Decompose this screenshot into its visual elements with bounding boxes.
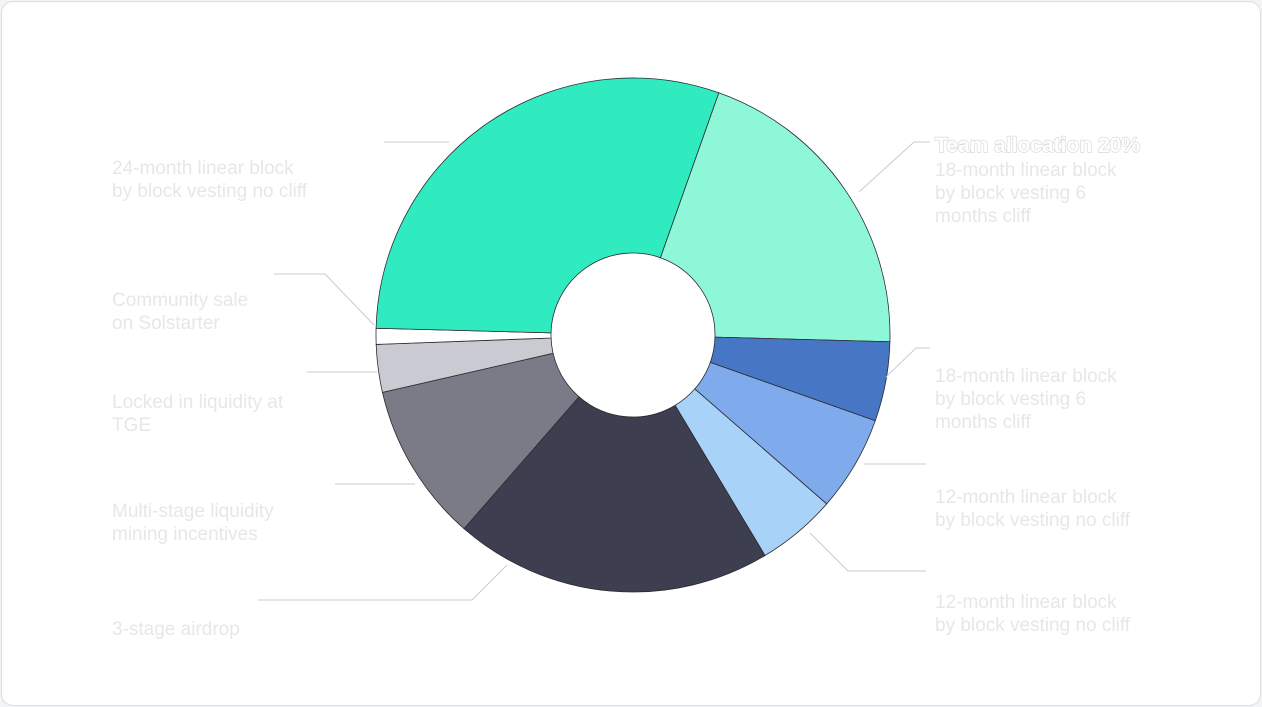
slice-label-line: Locked in liquidity at	[112, 392, 284, 413]
slice-label-line: 24-month linear block	[112, 158, 294, 179]
slice-label-line: by block vesting 6	[935, 389, 1086, 410]
slice-label-line: by block vesting no cliff	[112, 181, 308, 202]
slice-label-line: Community sale	[112, 290, 248, 311]
leader-line-1	[858, 141, 930, 193]
donut-slice-5	[463, 396, 766, 593]
leader-line-2	[885, 347, 930, 378]
leader-line-5	[258, 564, 508, 601]
leader-line-8	[274, 273, 375, 326]
slice-label-line: 18-month linear block	[935, 366, 1117, 387]
slice-label-heading: Team allocation 20%	[935, 134, 1140, 157]
donut-slice-1	[659, 92, 891, 343]
slice-label-line: months cliff	[935, 206, 1031, 227]
slice-label-line: 18-month linear block	[935, 160, 1117, 181]
donut-slice-6	[382, 352, 580, 530]
donut-slice-9	[375, 77, 720, 334]
slice-label-line: 12-month linear block	[935, 487, 1117, 508]
slice-label-line: mining incentives	[112, 524, 258, 545]
slice-label-line: TGE	[112, 415, 151, 436]
slice-label-line: Multi-stage liquidity	[112, 501, 274, 522]
slice-label-line: months cliff	[935, 412, 1031, 433]
slice-label-line: by block vesting no cliff	[935, 510, 1131, 531]
slice-label-line: by block vesting no cliff	[935, 615, 1131, 636]
leader-lines	[258, 141, 930, 601]
slice-label-line: on Solstarter	[112, 313, 220, 334]
leader-line-4	[809, 532, 926, 572]
slice-label-line: by block vesting 6	[935, 183, 1086, 204]
slice-label-line: 12-month linear block	[935, 592, 1117, 613]
slice-label-line: 3-stage airdrop	[112, 619, 240, 640]
donut-slices	[375, 77, 891, 593]
slice-labels: Team allocation 20% 18-month linear block…	[112, 133, 1141, 640]
